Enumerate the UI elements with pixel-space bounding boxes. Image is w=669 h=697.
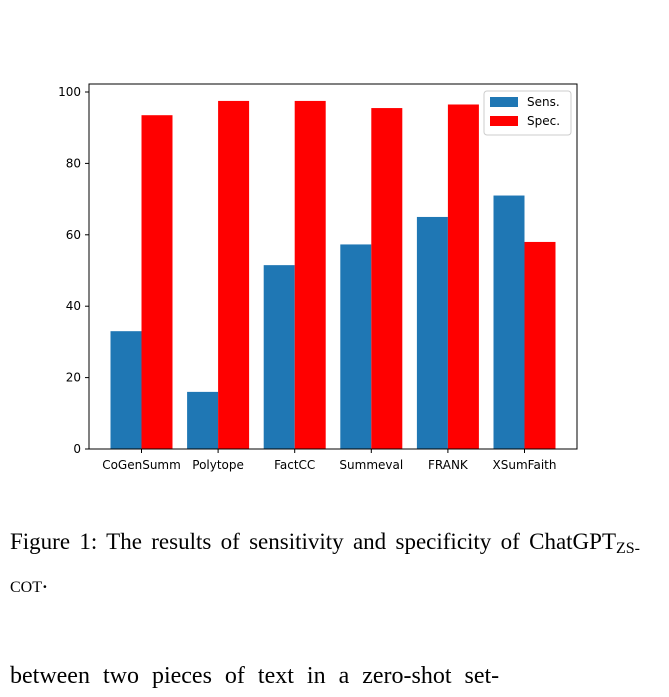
x-tick-label-polytope: Polytope <box>192 458 244 472</box>
bar-chart: 0 20 40 60 80 100 CoGenSumm Polytope FactCC Summ… <box>58 83 578 472</box>
caption-text: Figure 1: The results of sensitivity and… <box>10 529 616 554</box>
plot-frame <box>88 83 578 450</box>
x-tick-label-xsumfaith: XSumFaith <box>493 458 557 472</box>
bar-xsumfaith-spec <box>524 241 556 449</box>
y-tick-label: 20 <box>66 371 81 385</box>
x-axis: CoGenSumm Polytope FactCC Summeval FRANK XSum… <box>102 449 556 472</box>
bar-summeval-spec <box>371 108 403 449</box>
figure-caption: Figure 1: The results of sensitivity and… <box>10 526 640 604</box>
legend-swatch-sens <box>490 97 518 107</box>
x-tick-label-frank: FRANK <box>428 458 469 472</box>
bar-polytope-sens <box>187 391 219 449</box>
y-tick-label: 0 <box>73 442 81 456</box>
caption-subscript: ZS-COT <box>10 540 640 596</box>
y-tick-label: 40 <box>66 299 81 313</box>
bar-summeval-sens <box>340 244 372 449</box>
bars <box>110 100 556 450</box>
legend-swatch-spec <box>490 116 518 126</box>
caption-end: . <box>42 568 48 593</box>
legend: Sens. Spec. <box>483 90 572 136</box>
bar-factcc-sens <box>263 265 295 449</box>
x-tick-label-summeval: Summeval <box>339 458 403 472</box>
x-tick-label-factcc: FactCC <box>274 458 315 472</box>
x-tick-label-cogensumm: CoGenSumm <box>102 458 181 472</box>
y-tick-label: 100 <box>58 85 81 99</box>
y-axis: 0 20 40 60 80 100 <box>58 85 89 456</box>
bar-cogensumm-sens <box>110 331 142 449</box>
body-paragraph-line: between two pieces of text in a zero-sho… <box>10 663 500 689</box>
legend-label-spec: Spec. <box>527 114 560 128</box>
bar-frank-spec <box>447 104 479 450</box>
bar-cogensumm-spec <box>141 115 173 449</box>
y-tick-label: 60 <box>66 228 81 242</box>
y-tick-label: 80 <box>66 156 81 170</box>
bar-polytope-spec <box>218 100 250 450</box>
bar-xsumfaith-sens <box>493 195 525 449</box>
bar-frank-sens <box>416 216 448 449</box>
bar-factcc-spec <box>294 100 326 450</box>
legend-label-sens: Sens. <box>527 95 560 109</box>
